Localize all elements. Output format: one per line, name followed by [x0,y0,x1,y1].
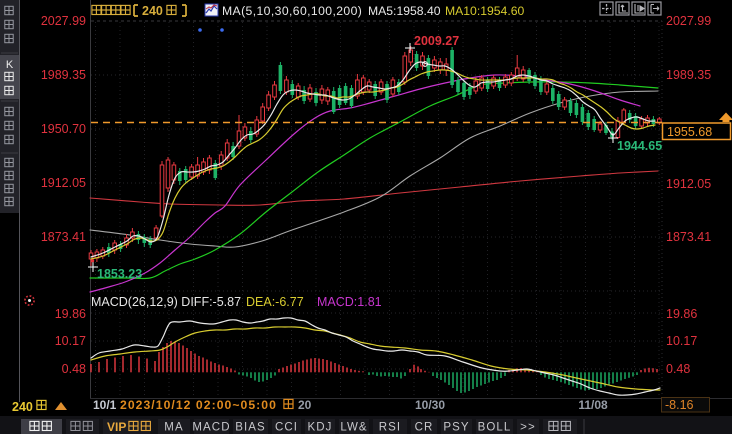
svg-text:20: 20 [298,398,312,412]
svg-text:>>: >> [520,422,536,434]
svg-text:PSY: PSY [443,422,469,434]
svg-text:1989.35: 1989.35 [41,68,86,82]
svg-text:MACD(26,12,9) DIFF:-5.87: MACD(26,12,9) DIFF:-5.87 [91,295,241,309]
svg-text:-8.16: -8.16 [665,398,694,412]
svg-text:10/1: 10/1 [93,398,117,412]
svg-text:19.86: 19.86 [55,307,86,321]
svg-text:BOLL: BOLL [478,422,512,434]
svg-text:0.48: 0.48 [666,362,690,376]
svg-text:K: K [6,59,14,71]
svg-text:2009.27: 2009.27 [414,34,459,48]
svg-text:240: 240 [12,400,33,414]
svg-text:DEA:-6.77: DEA:-6.77 [246,295,304,309]
svg-text:10.17: 10.17 [666,334,697,348]
svg-text:1950.70: 1950.70 [41,122,86,136]
svg-text:BIAS: BIAS [235,422,266,434]
svg-text:MA10:1954.60: MA10:1954.60 [445,4,525,18]
svg-text:10/30: 10/30 [415,398,445,412]
svg-text:1873.41: 1873.41 [666,230,711,244]
svg-text:MACD:1.81: MACD:1.81 [317,295,382,309]
svg-text:2027.99: 2027.99 [666,14,711,28]
svg-text:MACD: MACD [192,422,230,434]
svg-text:RSI: RSI [379,422,401,434]
svg-text:10.17: 10.17 [55,334,86,348]
svg-text:2027.99: 2027.99 [41,14,86,28]
svg-text:1853.23: 1853.23 [97,267,142,281]
svg-text:1912.05: 1912.05 [666,177,711,191]
svg-text:KDJ: KDJ [307,422,332,434]
svg-text:1955.68: 1955.68 [667,125,712,139]
svg-text:1912.05: 1912.05 [41,176,86,190]
svg-text:MA5:1958.40: MA5:1958.40 [368,4,441,18]
svg-text:CR: CR [415,422,434,434]
svg-text:LW&: LW& [340,422,367,434]
svg-text:MA(5,10,30,60,100,200): MA(5,10,30,60,100,200) [222,4,362,18]
svg-text:VIP: VIP [107,420,126,434]
svg-text:2023/10/12 02:00~05:00: 2023/10/12 02:00~05:00 [120,398,277,412]
svg-text:MA: MA [164,422,183,434]
svg-text:1873.41: 1873.41 [41,230,86,244]
svg-text:0.48: 0.48 [62,362,86,376]
svg-text:11/08: 11/08 [578,398,608,412]
svg-text:1989.35: 1989.35 [666,68,711,82]
svg-text:240: 240 [142,4,163,18]
svg-text:1944.65: 1944.65 [617,139,662,153]
svg-text:19.86: 19.86 [666,307,697,321]
svg-text:CCI: CCI [275,422,298,434]
